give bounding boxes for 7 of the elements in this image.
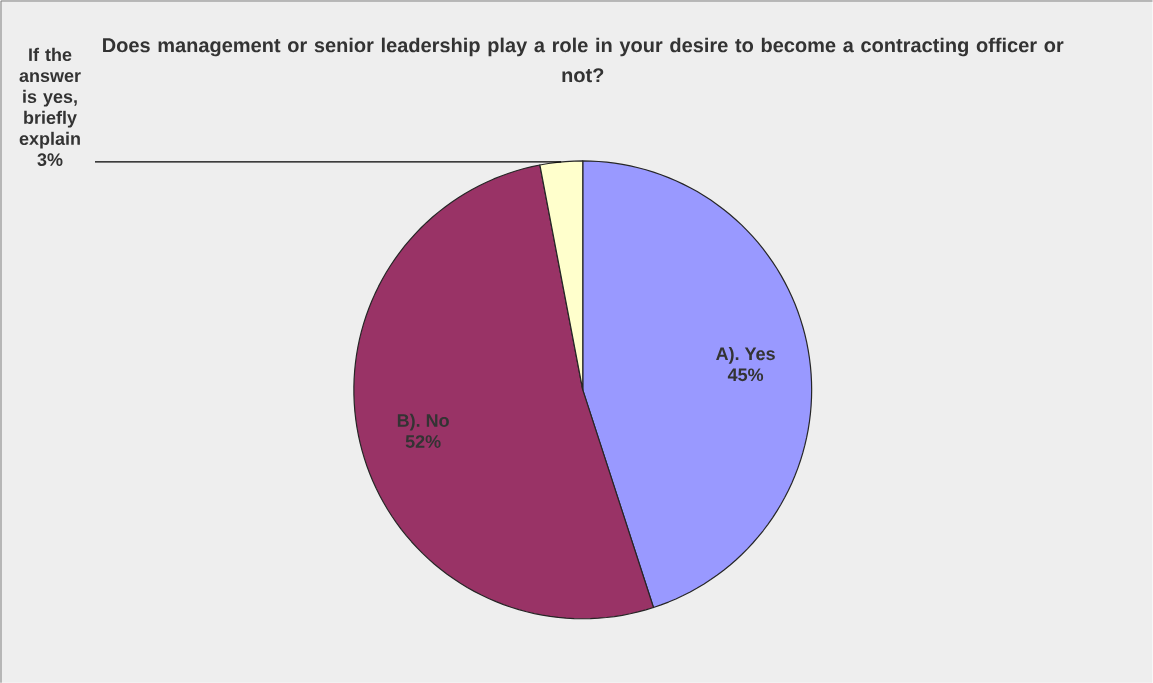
- slice-label: A). Yes: [716, 346, 775, 364]
- slice-label: B). No: [397, 413, 449, 431]
- data-label: 3%: [37, 153, 63, 166]
- slice-label: If the answer is yes, briefly explain: [19, 47, 81, 149]
- data-label: 45%: [727, 368, 764, 382]
- chart-title: Does management or senior leadership play a role in your desire to become a contracting officer or not?: [103, 37, 1064, 83]
- data-label: 52%: [405, 435, 441, 448]
